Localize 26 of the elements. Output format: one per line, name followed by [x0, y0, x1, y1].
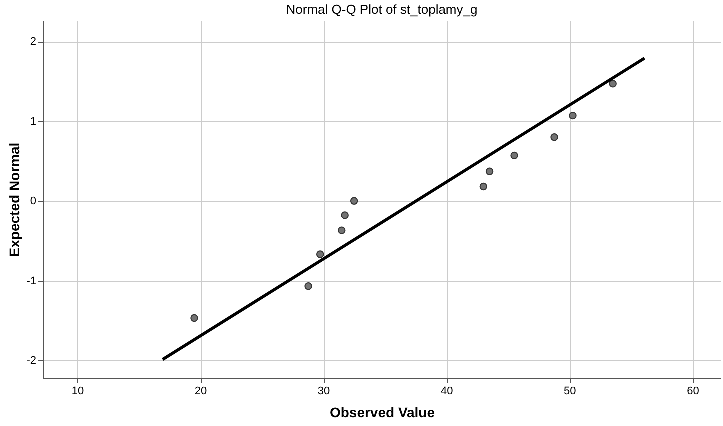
point: [550, 133, 558, 142]
point: [304, 282, 312, 290]
chart-title: Normal Q-Q Plot of st_toplamy_g: [286, 2, 478, 17]
point: [341, 212, 349, 220]
y-tick-label: -1: [26, 275, 36, 288]
y-axis-title: Expected Normal: [6, 142, 23, 258]
x-tick-label: 20: [194, 386, 208, 398]
x-tick-label: 40: [440, 386, 454, 398]
x-tick-label: 50: [564, 386, 576, 398]
y-tick-label: -2: [26, 354, 36, 367]
point: [316, 250, 324, 258]
x-tick-label: 60: [687, 386, 700, 398]
x-axis-title: Observed Value: [330, 404, 436, 420]
point: [338, 226, 346, 234]
point: [350, 197, 358, 205]
x-tick-label: 30: [318, 386, 330, 398]
y-tick-label: 0: [30, 196, 36, 208]
y-tick-label: 2: [30, 36, 36, 48]
point: [609, 80, 617, 88]
point: [480, 182, 488, 191]
point: [569, 112, 577, 120]
point: [486, 168, 494, 176]
point: [510, 152, 518, 160]
y-tick-label: 1: [30, 116, 36, 128]
point: [190, 314, 198, 322]
x-tick-label: 10: [72, 386, 84, 398]
